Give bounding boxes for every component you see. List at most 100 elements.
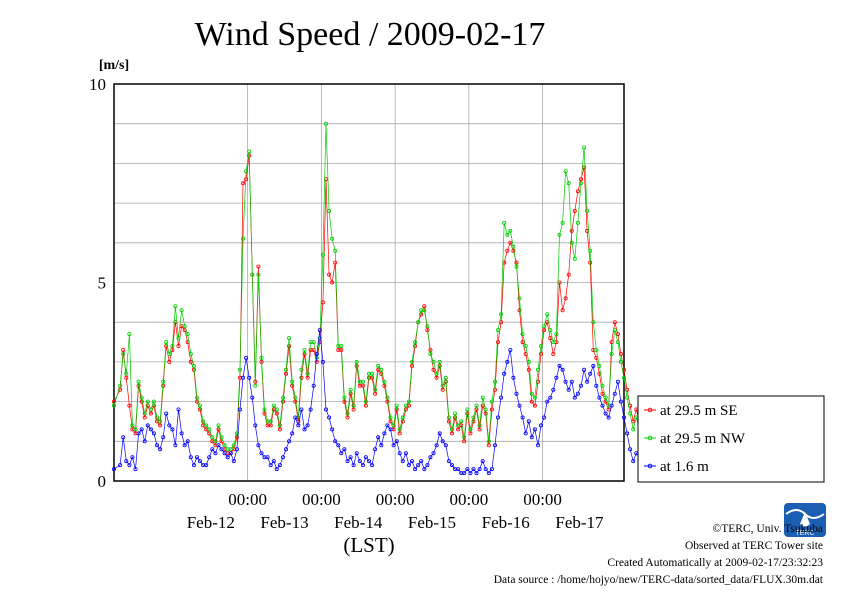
x-tick-time-label: 00:00	[302, 490, 341, 509]
data-point	[366, 459, 371, 464]
data-point	[133, 427, 138, 432]
data-point	[554, 375, 559, 380]
y-tick-label: 5	[98, 274, 107, 293]
data-point	[529, 399, 534, 404]
data-point	[526, 359, 531, 364]
data-point	[342, 399, 347, 404]
data-point	[480, 459, 485, 464]
data-point	[474, 407, 479, 412]
data-point	[536, 443, 541, 448]
data-point	[204, 423, 209, 428]
data-point	[259, 451, 264, 456]
data-point	[231, 443, 236, 448]
data-point	[391, 443, 396, 448]
data-point	[363, 455, 368, 460]
legend-label: at 29.5 m SE	[660, 403, 738, 419]
data-point	[560, 308, 565, 313]
data-point	[244, 169, 249, 174]
data-point	[428, 455, 433, 460]
data-point	[394, 439, 399, 444]
data-point	[477, 427, 482, 432]
data-point	[431, 359, 436, 364]
data-point	[216, 427, 221, 432]
data-point	[569, 240, 574, 245]
data-point	[403, 403, 408, 408]
data-point	[164, 340, 169, 345]
data-point	[382, 431, 387, 436]
data-point	[207, 427, 212, 432]
data-point	[409, 459, 414, 464]
data-point	[526, 419, 531, 424]
data-point	[422, 304, 427, 309]
data-point	[311, 383, 316, 388]
data-point	[542, 415, 547, 420]
data-point	[305, 375, 310, 380]
x-tick-time-label: 00:00	[449, 490, 488, 509]
credits: ©TERC, Univ. Tsukuba Observed at TERC To…	[494, 523, 824, 586]
data-point	[437, 359, 442, 364]
data-point	[532, 395, 537, 400]
data-point	[170, 343, 175, 348]
data-point	[539, 351, 544, 356]
y-tick-label: 0	[98, 472, 107, 491]
data-point	[566, 387, 571, 392]
data-point	[323, 407, 328, 412]
data-point	[551, 340, 556, 345]
data-point	[179, 431, 184, 436]
data-point	[287, 439, 292, 444]
data-point	[188, 351, 193, 356]
data-point	[563, 379, 568, 384]
data-point	[508, 240, 513, 245]
data-point	[406, 399, 411, 404]
data-point	[317, 336, 322, 341]
data-point	[237, 407, 242, 412]
data-point	[474, 403, 479, 408]
data-point	[277, 427, 282, 432]
data-point	[397, 451, 402, 456]
y-axis-unit-label: [m/s]	[99, 58, 129, 73]
data-point	[486, 439, 491, 444]
data-point	[314, 359, 319, 364]
data-point	[250, 395, 255, 400]
data-point	[606, 407, 611, 412]
data-point	[536, 367, 541, 372]
data-point	[299, 375, 304, 380]
data-point	[523, 343, 528, 348]
data-point	[471, 467, 476, 472]
data-point	[158, 423, 163, 428]
data-point	[631, 459, 636, 464]
observed-at-text: Observed at TERC Tower site	[685, 540, 823, 552]
data-point	[413, 343, 418, 348]
data-point	[422, 467, 427, 472]
data-point	[373, 391, 378, 396]
data-point	[256, 443, 261, 448]
data-point	[351, 403, 356, 408]
data-point	[477, 467, 482, 472]
data-point	[327, 272, 332, 277]
data-point	[566, 272, 571, 277]
data-point	[182, 324, 187, 329]
series-line	[113, 155, 643, 454]
data-point	[216, 423, 221, 428]
data-point	[290, 383, 295, 388]
data-point	[323, 121, 328, 126]
data-point	[348, 387, 353, 392]
data-point	[154, 443, 159, 448]
data-point	[520, 415, 525, 420]
data-point	[572, 208, 577, 213]
data-point	[480, 395, 485, 400]
data-point	[296, 423, 301, 428]
data-point	[597, 363, 602, 368]
data-point	[330, 236, 335, 241]
data-point	[554, 332, 559, 337]
data-point	[560, 367, 565, 372]
data-point	[456, 427, 461, 432]
data-point	[588, 248, 593, 253]
data-point	[612, 328, 617, 333]
data-point	[130, 455, 135, 460]
data-point	[376, 435, 381, 440]
data-point	[164, 411, 169, 416]
data-point	[154, 415, 159, 420]
data-point	[514, 260, 519, 265]
data-point	[517, 308, 522, 313]
